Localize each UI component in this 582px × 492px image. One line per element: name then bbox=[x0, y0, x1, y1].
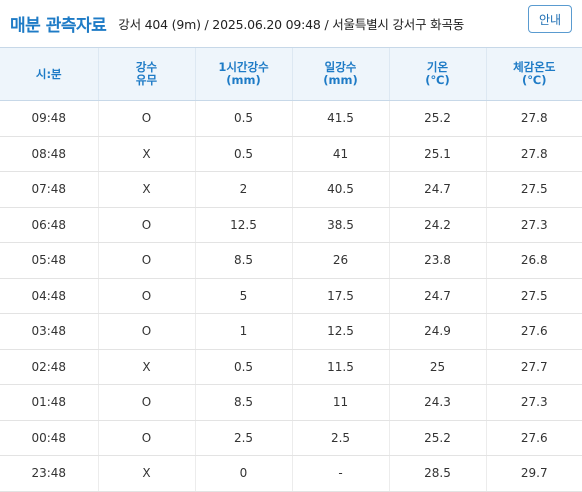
temperature-cell: 25 bbox=[389, 349, 486, 385]
temperature-cell: 24.7 bbox=[389, 278, 486, 314]
feels-like-cell: 27.7 bbox=[486, 349, 582, 385]
hourly-precip-cell: 2.5 bbox=[195, 420, 292, 456]
column-header-daily-precip: 일강수(mm) bbox=[292, 48, 389, 101]
time-cell: 02:48 bbox=[0, 349, 98, 385]
time-cell: 05:48 bbox=[0, 243, 98, 279]
feels-like-cell: 27.3 bbox=[486, 207, 582, 243]
hourly-precip-cell: 0.5 bbox=[195, 136, 292, 172]
daily-precip-cell: 2.5 bbox=[292, 420, 389, 456]
time-cell: 07:48 bbox=[0, 172, 98, 208]
precip-status-cell: O bbox=[98, 420, 195, 456]
precip-status-cell: X bbox=[98, 456, 195, 492]
precip-status-cell: O bbox=[98, 207, 195, 243]
precip-status-cell: O bbox=[98, 243, 195, 279]
precip-status-cell: X bbox=[98, 349, 195, 385]
precip-status-cell: O bbox=[98, 278, 195, 314]
column-header-feels-like: 체감온도(℃) bbox=[486, 48, 582, 101]
hourly-precip-cell: 5 bbox=[195, 278, 292, 314]
time-cell: 08:48 bbox=[0, 136, 98, 172]
precip-status-cell: X bbox=[98, 172, 195, 208]
feels-like-cell: 27.8 bbox=[486, 136, 582, 172]
temperature-cell: 25.2 bbox=[389, 101, 486, 137]
hourly-precip-cell: 12.5 bbox=[195, 207, 292, 243]
page-title: 매분 관측자료 bbox=[10, 11, 106, 36]
feels-like-cell: 27.6 bbox=[486, 314, 582, 350]
column-header-sublabel: (℃) bbox=[487, 74, 582, 87]
column-header-hourly-precip: 1시간강수(mm) bbox=[195, 48, 292, 101]
daily-precip-cell: 40.5 bbox=[292, 172, 389, 208]
daily-precip-cell: 38.5 bbox=[292, 207, 389, 243]
daily-precip-cell: 11.5 bbox=[292, 349, 389, 385]
precip-status-cell: X bbox=[98, 136, 195, 172]
info-button[interactable]: 안내 bbox=[528, 5, 572, 33]
feels-like-cell: 27.3 bbox=[486, 385, 582, 421]
feels-like-cell: 27.8 bbox=[486, 101, 582, 137]
column-header-sublabel: 유무 bbox=[99, 74, 195, 87]
time-cell: 23:48 bbox=[0, 456, 98, 492]
temperature-cell: 28.5 bbox=[389, 456, 486, 492]
hourly-precip-cell: 8.5 bbox=[195, 243, 292, 279]
column-header-sublabel: (mm) bbox=[196, 74, 292, 87]
daily-precip-cell: 41.5 bbox=[292, 101, 389, 137]
daily-precip-cell: 17.5 bbox=[292, 278, 389, 314]
time-cell: 06:48 bbox=[0, 207, 98, 243]
hourly-precip-cell: 0.5 bbox=[195, 349, 292, 385]
feels-like-cell: 27.6 bbox=[486, 420, 582, 456]
temperature-cell: 25.2 bbox=[389, 420, 486, 456]
temperature-cell: 24.9 bbox=[389, 314, 486, 350]
temperature-cell: 24.2 bbox=[389, 207, 486, 243]
page-header: 매분 관측자료 강서 404 (9m) / 2025.06.20 09:48 /… bbox=[0, 0, 582, 47]
column-header-time: 시:분 bbox=[0, 48, 98, 101]
precip-status-cell: O bbox=[98, 385, 195, 421]
daily-precip-cell: 12.5 bbox=[292, 314, 389, 350]
temperature-cell: 23.8 bbox=[389, 243, 486, 279]
column-header-temperature: 기온(℃) bbox=[389, 48, 486, 101]
hourly-precip-cell: 2 bbox=[195, 172, 292, 208]
time-cell: 00:48 bbox=[0, 420, 98, 456]
temperature-cell: 24.7 bbox=[389, 172, 486, 208]
precip-status-cell: O bbox=[98, 101, 195, 137]
hourly-precip-cell: 0.5 bbox=[195, 101, 292, 137]
column-header-sublabel: (mm) bbox=[293, 74, 389, 87]
temperature-cell: 25.1 bbox=[389, 136, 486, 172]
station-info: 강서 404 (9m) / 2025.06.20 09:48 / 서울특별시 강… bbox=[118, 14, 464, 33]
daily-precip-cell: 26 bbox=[292, 243, 389, 279]
feels-like-cell: 29.7 bbox=[486, 456, 582, 492]
time-cell: 03:48 bbox=[0, 314, 98, 350]
feels-like-cell: 27.5 bbox=[486, 278, 582, 314]
daily-precip-cell: 41 bbox=[292, 136, 389, 172]
hourly-precip-cell: 1 bbox=[195, 314, 292, 350]
hourly-precip-cell: 0 bbox=[195, 456, 292, 492]
time-cell: 09:48 bbox=[0, 101, 98, 137]
column-header-sublabel: (℃) bbox=[390, 74, 486, 87]
time-cell: 01:48 bbox=[0, 385, 98, 421]
daily-precip-cell: 11 bbox=[292, 385, 389, 421]
daily-precip-cell: - bbox=[292, 456, 389, 492]
precip-status-cell: O bbox=[98, 314, 195, 350]
hourly-precip-cell: 8.5 bbox=[195, 385, 292, 421]
time-cell: 04:48 bbox=[0, 278, 98, 314]
feels-like-cell: 27.5 bbox=[486, 172, 582, 208]
feels-like-cell: 26.8 bbox=[486, 243, 582, 279]
column-header-label: 시:분 bbox=[0, 68, 98, 81]
temperature-cell: 24.3 bbox=[389, 385, 486, 421]
